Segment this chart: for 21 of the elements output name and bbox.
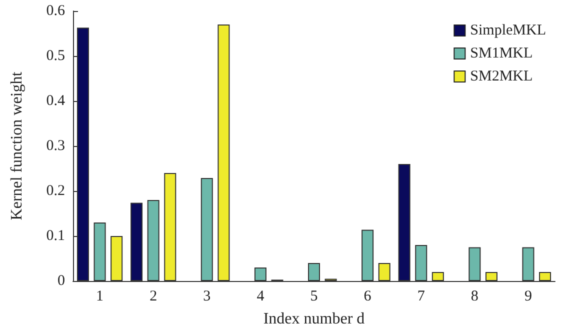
- legend-label: SimpleMKL: [470, 22, 546, 38]
- x-tick-label: 4: [256, 288, 265, 304]
- y-axis-title: Kernel function weight: [8, 71, 26, 220]
- y-tick-label: 0.4: [46, 93, 66, 109]
- legend-label: SM1MKL: [470, 46, 533, 62]
- y-tick-label: 0.5: [46, 48, 65, 64]
- y-tick-label: 0.3: [46, 138, 65, 154]
- x-axis-title: Index number d: [263, 310, 365, 328]
- y-tick-label: 0.2: [46, 183, 65, 199]
- x-tick-label: 9: [524, 288, 532, 304]
- y-tick-label: 0.1: [46, 228, 65, 244]
- x-tick-label: 3: [203, 288, 211, 304]
- x-tick-label: 5: [310, 288, 318, 304]
- x-tick-label: 8: [470, 288, 478, 304]
- x-tick-label: 2: [150, 288, 158, 304]
- y-tick-label: 0: [58, 273, 65, 289]
- x-tick-label: 7: [417, 288, 426, 304]
- y-tick-label: 0.6: [46, 3, 66, 19]
- legend-label: SM2MKL: [470, 68, 533, 84]
- x-tick-label: 6: [364, 288, 372, 304]
- x-tick-label: 1: [96, 288, 104, 304]
